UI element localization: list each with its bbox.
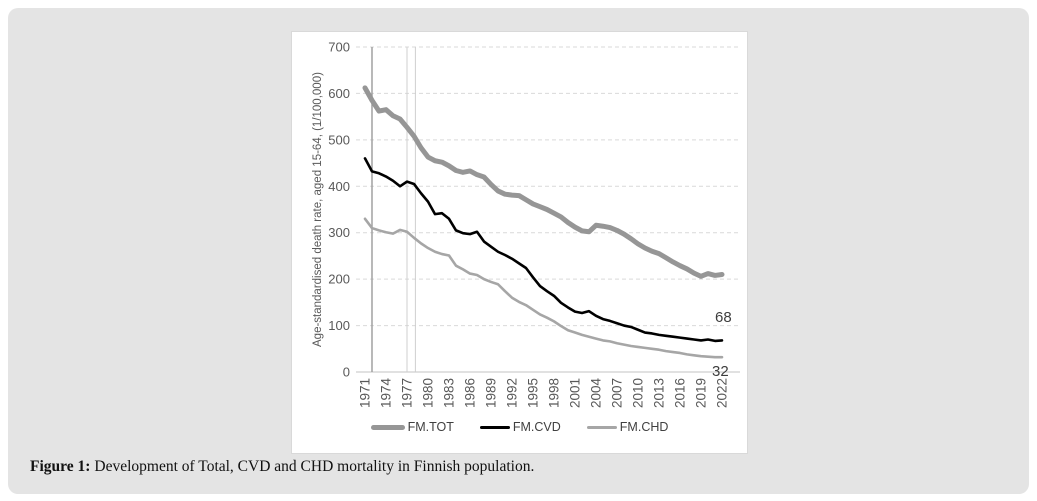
y-tick-label-100: 100 [328, 318, 350, 333]
x-tick-label-2013: 2013 [652, 378, 667, 408]
x-tick-label-2001: 2001 [568, 378, 583, 408]
chd-end-value-label: 32 [712, 363, 729, 380]
x-tick-label-1998: 1998 [547, 378, 562, 408]
figure-caption: Figure 1: Development of Total, CVD and C… [30, 458, 534, 476]
x-tick-label-1992: 1992 [505, 378, 520, 408]
series-line-fm-chd [363, 217, 724, 359]
chart-legend: FM.TOT FM.CVD FM.CHD [292, 420, 747, 434]
x-tick-label-1974: 1974 [379, 378, 394, 409]
x-tick-label-2007: 2007 [610, 378, 625, 408]
legend-swatch-fm-chd [586, 425, 617, 429]
legend-label-fm-chd: FM.CHD [619, 420, 669, 434]
mortality-line-chart: 0 100 200 300 400 500 600 700 1971 1974 1977 1980 19… [328, 40, 740, 409]
figure-caption-label: Figure 1: [30, 458, 91, 475]
x-tick-label-1983: 1983 [442, 378, 457, 408]
x-tick-label-1971: 1971 [358, 378, 373, 408]
y-tick-label-700: 700 [328, 40, 350, 55]
legend-item-fm-tot: FM.TOT [370, 420, 454, 434]
y-tick-label-600: 600 [328, 86, 350, 101]
x-tick-label-1986: 1986 [463, 378, 478, 408]
y-tick-label-0: 0 [343, 365, 350, 380]
y-tick-label-200: 200 [328, 272, 350, 287]
x-tick-label-2019: 2019 [694, 378, 709, 408]
y-tick-label-300: 300 [328, 225, 350, 240]
series-line-fm-tot [362, 85, 725, 279]
x-tick-label-2004: 2004 [589, 378, 604, 409]
series-line-fm-cvd [363, 157, 724, 343]
x-tick-label-1995: 1995 [526, 378, 541, 408]
legend-item-fm-cvd: FM.CVD [479, 420, 561, 434]
x-tick-label-2010: 2010 [631, 378, 646, 408]
x-tick-label-1989: 1989 [484, 378, 499, 408]
x-tick-label-2022: 2022 [715, 378, 730, 408]
legend-label-fm-tot: FM.TOT [407, 420, 454, 434]
x-tick-label-1977: 1977 [400, 378, 415, 408]
figure-panel: Age-standardised death rate, aged 15-64,… [8, 8, 1029, 494]
legend-swatch-fm-cvd [479, 425, 510, 429]
cvd-end-value-label: 68 [715, 309, 732, 326]
legend-swatch-fm-tot [370, 424, 405, 430]
y-tick-label-400: 400 [328, 179, 350, 194]
x-tick-label-2016: 2016 [673, 378, 688, 408]
y-tick-label-500: 500 [328, 132, 350, 147]
legend-item-fm-chd: FM.CHD [586, 420, 669, 434]
x-tick-label-1980: 1980 [421, 378, 436, 408]
figure-caption-text: Development of Total, CVD and CHD mortal… [94, 458, 535, 475]
chart-card: Age-standardised death rate, aged 15-64,… [291, 31, 748, 454]
legend-label-fm-cvd: FM.CVD [512, 420, 561, 434]
